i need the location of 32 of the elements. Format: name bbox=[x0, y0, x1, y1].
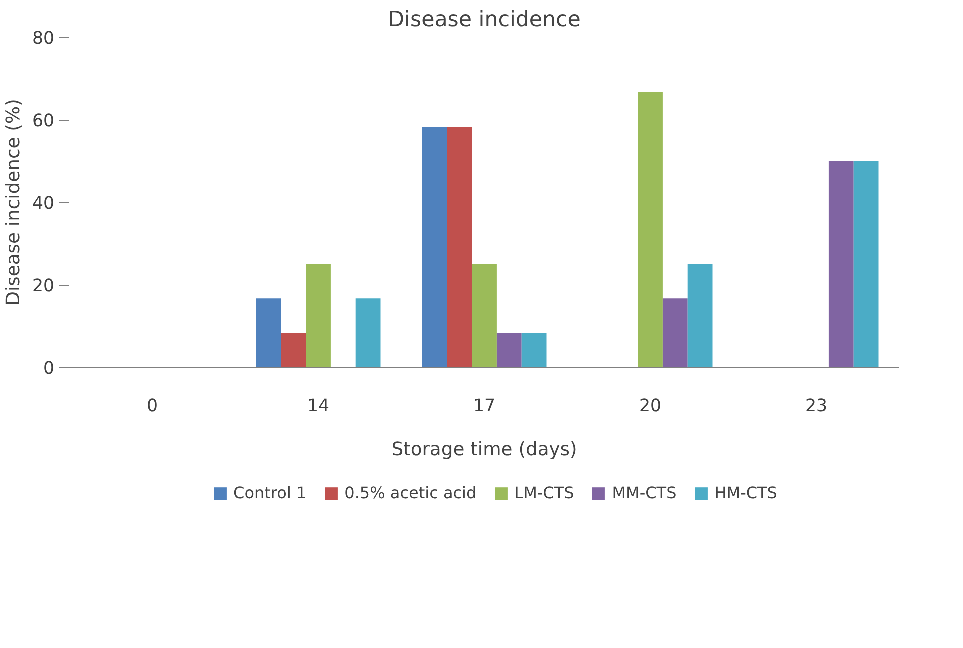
bar bbox=[356, 298, 381, 368]
bar bbox=[828, 161, 854, 368]
bar bbox=[854, 161, 879, 368]
y-tick-label: 40 bbox=[32, 194, 55, 214]
bar bbox=[638, 92, 663, 368]
y-tick-label: 60 bbox=[32, 112, 55, 132]
bar bbox=[256, 298, 282, 368]
x-axis-title: Storage time (days) bbox=[392, 440, 578, 460]
bar bbox=[662, 298, 688, 368]
x-tick-label: 17 bbox=[473, 396, 496, 416]
bar bbox=[688, 264, 713, 368]
y-axis-title: Disease incidence (%) bbox=[3, 99, 24, 306]
bar bbox=[447, 127, 472, 368]
bar bbox=[472, 264, 497, 368]
y-tick-label: 80 bbox=[32, 29, 55, 49]
bar bbox=[281, 333, 306, 368]
bar bbox=[422, 127, 448, 368]
legend-label: Control 1 bbox=[234, 484, 307, 502]
bar bbox=[522, 333, 547, 368]
legend-label: 0.5% acetic acid bbox=[344, 484, 477, 502]
y-tick-label: 20 bbox=[32, 276, 55, 296]
x-tick-label: 14 bbox=[307, 396, 330, 416]
chart-title: Disease incidence bbox=[388, 8, 581, 32]
x-tick-label: 20 bbox=[639, 396, 662, 416]
bar bbox=[306, 264, 331, 368]
legend-label: HM-CTS bbox=[714, 484, 778, 502]
x-tick-label: 0 bbox=[146, 396, 158, 416]
bar bbox=[496, 333, 522, 368]
x-tick-label: 23 bbox=[805, 396, 828, 416]
legend-label: MM-CTS bbox=[612, 484, 677, 502]
y-tick-label: 0 bbox=[43, 359, 55, 379]
legend-label: LM-CTS bbox=[514, 484, 574, 502]
